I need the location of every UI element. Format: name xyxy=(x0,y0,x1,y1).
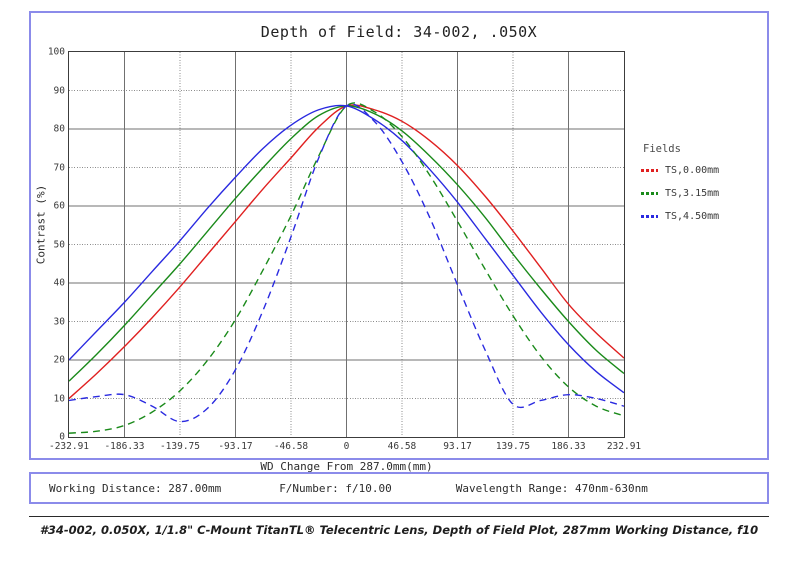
y-axis-ticks: 0 10 20 30 40 50 60 70 80 90 100 xyxy=(31,47,65,443)
legend-entry-label: TS,0.00mm xyxy=(665,164,720,176)
y-tick-label: 70 xyxy=(53,162,65,173)
chart-title: Depth of Field: 34-002, .050X xyxy=(260,23,538,41)
y-tick-label: 60 xyxy=(53,200,65,212)
legend-swatch-icon xyxy=(641,168,658,172)
legend-entries: TS,0.00mm TS,3.15mm TS,4.50mm xyxy=(641,164,766,222)
y-tick-label: 30 xyxy=(53,316,65,327)
y-tick-label: 10 xyxy=(53,393,65,404)
info-bar: Working Distance: 287.00mm F/Number: f/1… xyxy=(29,472,769,504)
figure-caption: #34-002, 0.050X, 1/1.8" C-Mount TitanTL®… xyxy=(39,523,759,537)
x-tick-label: 139.75 xyxy=(495,441,531,452)
legend-entry-label: TS,4.50mm xyxy=(665,210,720,222)
y-axis-label: Contrast (%) xyxy=(34,184,48,265)
x-tick-label: -46.58 xyxy=(273,441,309,452)
x-axis-ticks: -232.91 -186.33 -139.75 -93.17 -46.58 0 46.58 9… xyxy=(49,441,641,459)
y-tick-label: 90 xyxy=(53,85,65,96)
legend-entry-label: TS,3.15mm xyxy=(665,187,720,199)
y-tick-label: 100 xyxy=(47,46,65,58)
legend-swatch-icon xyxy=(641,191,658,195)
y-tick-label: 40 xyxy=(53,277,65,289)
x-tick-label: 0 xyxy=(343,441,350,452)
legend-entry: TS,4.50mm xyxy=(641,210,766,222)
y-tick-label: 80 xyxy=(53,123,65,135)
x-tick-label: 93.17 xyxy=(443,441,472,452)
series-line-3 xyxy=(69,102,624,434)
chart-panel: Depth of Field: 34-002, .050X 0 10 20 30 40 5… xyxy=(29,11,769,473)
y-tick-label: 0 xyxy=(59,431,65,443)
legend-entry: TS,0.00mm xyxy=(641,164,766,176)
legend-title: Fields xyxy=(643,143,681,155)
legend-swatch-icon xyxy=(641,214,658,218)
plot-area xyxy=(68,51,625,438)
x-tick-label: -232.91 xyxy=(48,441,90,452)
working-distance-value: Working Distance: 287.00mm xyxy=(49,481,222,495)
y-tick-label: 50 xyxy=(53,239,65,250)
wavelength-range-value: Wavelength Range: 470nm-630nm xyxy=(455,481,648,495)
x-tick-label: -186.33 xyxy=(104,441,145,452)
plot-svg xyxy=(69,52,624,437)
y-tick-label: 20 xyxy=(53,354,65,366)
legend: Fields TS,0.00mm TS,3.15mm TS,4.50mm xyxy=(641,143,766,233)
f-number-value: F/Number: f/10.00 xyxy=(279,481,392,495)
x-tick-label: 46.58 xyxy=(387,441,417,452)
x-tick-label: 232.91 xyxy=(606,441,642,452)
x-tick-label: -139.75 xyxy=(159,441,201,452)
series-line-4 xyxy=(69,103,624,423)
caption-divider xyxy=(29,516,769,517)
x-axis-label: WD Change From 287.0mm(mm) xyxy=(260,460,433,473)
legend-entry: TS,3.15mm xyxy=(641,187,766,199)
x-tick-label: 186.33 xyxy=(551,441,586,452)
x-tick-label: -93.17 xyxy=(218,441,253,452)
